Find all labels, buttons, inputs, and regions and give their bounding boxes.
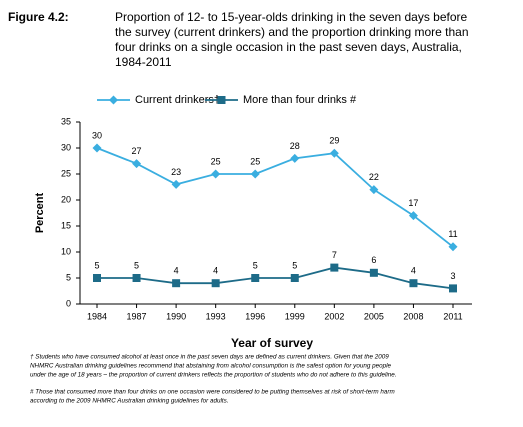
data-label: 5 [94, 260, 99, 270]
x-tick-label: 1984 [87, 311, 107, 321]
series-line [96, 147, 454, 248]
x-tick-label: 2005 [364, 311, 384, 321]
legend-label: More than four drinks # [243, 94, 357, 106]
y-tick-label: 30 [61, 142, 71, 152]
data-label: 23 [171, 167, 181, 177]
square-marker [172, 279, 181, 288]
x-tick-label: 1999 [285, 311, 305, 321]
data-label: 29 [329, 136, 339, 146]
data-label: 22 [369, 172, 379, 182]
data-label: 11 [448, 229, 457, 239]
data-label: 4 [213, 266, 218, 276]
data-label: 25 [250, 156, 260, 166]
chart-title: four drinks on a single occasion in the … [115, 40, 462, 54]
y-tick-label: 5 [66, 272, 71, 282]
diamond-marker [448, 242, 458, 252]
footnote: under the age of 18 years – the proporti… [30, 372, 397, 379]
footnote: # Those that consumed more than four dri… [30, 389, 395, 396]
square-marker [369, 268, 378, 277]
data-label: 4 [411, 266, 416, 276]
chart-title: 1984-2011 [115, 55, 172, 69]
square-marker [93, 274, 101, 282]
x-tick-label: 1993 [206, 311, 226, 321]
diamond-marker [92, 143, 102, 153]
data-label: 6 [371, 255, 376, 265]
x-axis-label: Year of survey [231, 336, 313, 350]
y-tick-label: 10 [61, 246, 71, 256]
x-tick-label: 1987 [127, 311, 147, 321]
square-marker [449, 284, 457, 293]
data-label: 28 [290, 141, 300, 151]
data-label: 25 [211, 156, 221, 166]
y-tick-label: 25 [61, 168, 71, 178]
x-tick-label: 1996 [245, 311, 265, 321]
legend-label: Current drinkers† [135, 94, 220, 106]
y-tick-label: 0 [66, 298, 71, 308]
y-tick-label: 20 [61, 194, 71, 204]
data-label: 5 [253, 260, 258, 270]
data-label: 17 [408, 198, 418, 208]
diamond-marker [408, 211, 418, 221]
square-marker [251, 274, 260, 282]
data-label: 30 [92, 130, 102, 140]
y-tick-label: 15 [61, 220, 71, 230]
data-label: 27 [132, 146, 142, 156]
series-line [97, 266, 454, 290]
chart-title: the survey (current drinkers) and the pr… [115, 25, 469, 39]
diamond-marker [132, 159, 142, 169]
square-marker [132, 274, 141, 282]
y-tick-label: 35 [61, 116, 71, 126]
square-marker [290, 274, 299, 282]
x-tick-label: 2002 [324, 311, 344, 321]
figure-label: Figure 4.2: [8, 10, 69, 24]
square-marker [409, 279, 418, 288]
square-marker [217, 96, 226, 104]
x-tick-label: 2011 [443, 311, 462, 321]
data-label: 5 [134, 260, 139, 270]
diamond-marker [369, 185, 379, 195]
chart-title: Proportion of 12- to 15-year-olds drinki… [115, 10, 468, 24]
x-tick-label: 2008 [403, 311, 423, 321]
diamond-marker [109, 95, 118, 105]
data-label: 5 [292, 260, 297, 270]
diamond-marker [250, 169, 260, 179]
square-marker [330, 263, 339, 272]
diamond-marker [211, 169, 221, 179]
footnote: according to the 2009 NHMRC Australian d… [30, 398, 229, 405]
x-tick-label: 1990 [166, 311, 186, 321]
diamond-marker [171, 179, 181, 189]
square-marker [211, 279, 220, 288]
footnote: NHMRC Australian drinking guidelines rec… [30, 363, 391, 370]
footnote: † Students who have consumed alcohol at … [30, 354, 389, 361]
diamond-marker [329, 148, 339, 158]
data-label: 7 [332, 250, 337, 260]
diamond-marker [290, 153, 300, 163]
data-label: 3 [450, 271, 455, 281]
y-axis-label: Percent [34, 192, 46, 233]
data-label: 4 [174, 266, 179, 276]
